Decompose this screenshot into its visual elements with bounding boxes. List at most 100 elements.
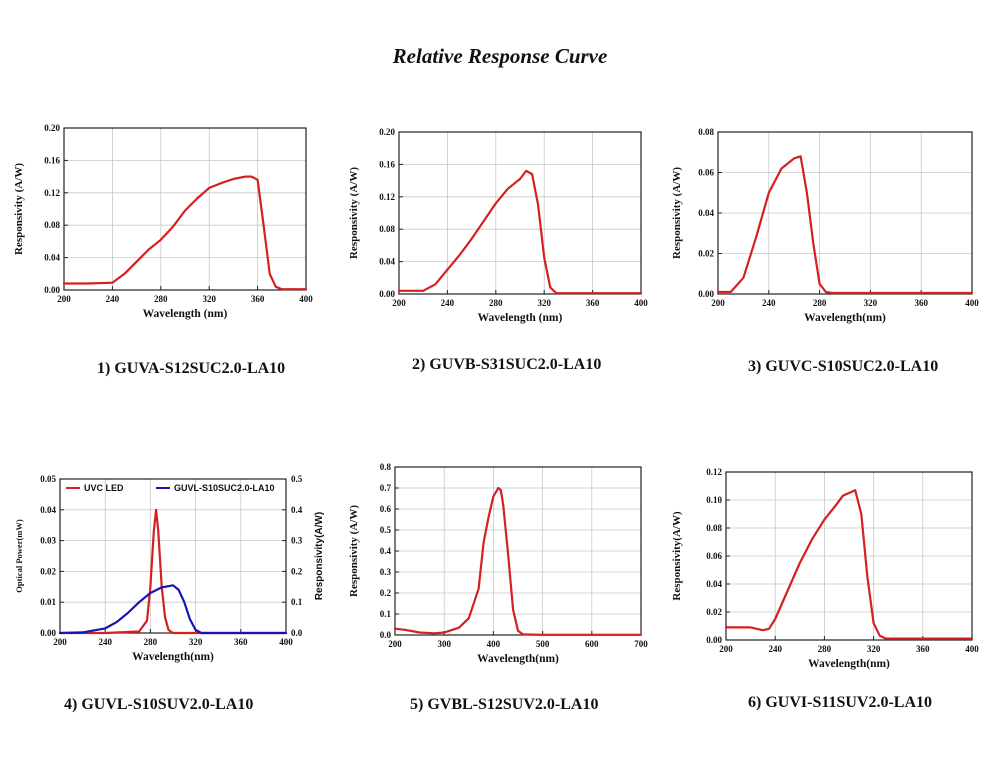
series-line-1 <box>397 169 643 295</box>
y-tick-label: 0.04 <box>698 208 714 218</box>
y-tick-label: 0.16 <box>379 159 395 169</box>
y-tick-label: 0.12 <box>706 467 722 477</box>
x-tick-label: 320 <box>202 294 216 304</box>
x-tick-label: 360 <box>234 637 248 647</box>
y-tick-label: 0.7 <box>380 483 392 493</box>
y-tick-label: 0.08 <box>698 127 714 137</box>
y-tick-label: 0.04 <box>379 257 395 267</box>
x-tick-label: 280 <box>813 298 827 308</box>
x-tick-label: 200 <box>392 298 406 308</box>
x-tick-label: 360 <box>586 298 600 308</box>
y-tick-label: 0.06 <box>698 168 714 178</box>
x-axis-label: Wavelength(nm) <box>804 312 886 324</box>
x-tick-label: 240 <box>441 298 455 308</box>
y-right-tick-label: 0.1 <box>291 597 303 607</box>
x-tick-label: 400 <box>487 639 501 649</box>
page-title: Relative Response Curve <box>392 44 608 68</box>
y-tick-label: 0.00 <box>706 635 722 645</box>
y-tick-label: 0.2 <box>380 588 392 598</box>
y-axis-right-label: Responsivity(A/W) <box>314 512 325 600</box>
y-tick-label: 0.6 <box>380 504 392 514</box>
y-right-tick-label: 0.5 <box>291 474 303 484</box>
x-tick-label: 360 <box>916 644 930 654</box>
y-tick-label: 0.01 <box>40 597 56 607</box>
x-tick-label: 360 <box>251 294 265 304</box>
x-tick-label: 320 <box>537 298 551 308</box>
y-tick-label: 0.00 <box>40 628 56 638</box>
y-tick-label: 0.04 <box>706 579 722 589</box>
chart-guvl: 200 240 280 320 360 400 0.00 0.01 0.02 0.03 0.04 0.… <box>14 474 325 663</box>
y-tick-label: 0.12 <box>44 188 60 198</box>
x-tick-label: 240 <box>98 637 112 647</box>
caption-guvc: 3) GUVC-S10SUC2.0-LA10 <box>748 358 939 375</box>
y-tick-label: 0.1 <box>380 609 392 619</box>
y-tick-label: 0.12 <box>379 192 395 202</box>
y-tick-label: 0.00 <box>698 289 714 299</box>
chart-guvi: 200 240 280 320 360 400 0.00 0.02 0.04 0.06 0.08 0.… <box>671 467 979 670</box>
y-tick-label: 0.08 <box>706 523 722 533</box>
series-line-1 <box>58 508 288 635</box>
x-tick-label: 240 <box>762 298 776 308</box>
y-tick-label: 0.02 <box>40 566 56 576</box>
y-tick-label: 0.00 <box>379 289 395 299</box>
x-tick-label: 200 <box>711 298 725 308</box>
x-tick-label: 320 <box>864 298 878 308</box>
x-axis-label: Wavelength(nm) <box>477 653 559 665</box>
y-right-tick-label: 0.4 <box>291 505 303 515</box>
caption-guvi: 6) GUVI-S11SUV2.0-LA10 <box>748 694 933 711</box>
legend-label-2: GUVL-S10SUC2.0-LA10 <box>174 483 275 493</box>
y-axis-label: Responsivity (A/W) <box>13 163 25 255</box>
y-axis-label: Responsivity(A/W) <box>671 511 683 601</box>
x-tick-label: 400 <box>965 644 979 654</box>
caption-guvl: 4) GUVL-S10SUV2.0-LA10 <box>64 696 254 713</box>
x-tick-label: 320 <box>189 637 203 647</box>
y-right-tick-label: 0.3 <box>291 536 303 546</box>
series-line-1 <box>393 486 643 636</box>
x-tick-label: 600 <box>585 639 599 649</box>
y-tick-label: 0.16 <box>44 155 60 165</box>
x-tick-label: 400 <box>279 637 293 647</box>
caption-guva: 1) GUVA-S12SUC2.0-LA10 <box>97 360 286 377</box>
y-right-tick-label: 0.0 <box>291 628 303 638</box>
y-axis-label: Optical Power(mW) <box>14 519 24 593</box>
y-tick-label: 0.5 <box>380 525 392 535</box>
x-tick-label: 280 <box>489 298 503 308</box>
y-tick-label: 0.3 <box>380 567 392 577</box>
x-tick-label: 400 <box>965 298 979 308</box>
y-tick-label: 0.05 <box>40 474 56 484</box>
y-tick-label: 0.04 <box>44 253 60 263</box>
y-right-tick-label: 0.2 <box>291 566 303 576</box>
y-tick-label: 0.00 <box>44 285 60 295</box>
y-tick-label: 0.20 <box>44 123 60 133</box>
legend-label-1: UVC LED <box>84 483 124 493</box>
y-tick-label: 0.20 <box>379 127 395 137</box>
series-line-2 <box>58 584 288 635</box>
x-tick-label: 500 <box>536 639 550 649</box>
x-tick-label: 200 <box>57 294 71 304</box>
x-tick-label: 240 <box>768 644 782 654</box>
y-tick-label: 0.04 <box>40 505 56 515</box>
x-tick-label: 400 <box>634 298 648 308</box>
y-tick-label: 0.06 <box>706 551 722 561</box>
x-axis-label: Wavelength (nm) <box>143 308 228 320</box>
x-tick-label: 360 <box>914 298 928 308</box>
series-line-1 <box>62 175 308 291</box>
y-tick-label: 0.10 <box>706 495 722 505</box>
chart-guvb: 200 240 280 320 360 400 0.00 0.04 0.08 0.12 0.16 0.… <box>348 127 648 324</box>
y-axis-label: Responsivity (A/W) <box>348 167 360 259</box>
y-axis-label: Responsivity (A/W) <box>671 167 683 259</box>
chart-gvbl: 200 300 400 500 600 700 0.0 0.1 0.2 0.3 0.4 0.5 0.6 0… <box>348 462 648 665</box>
x-axis-label: Wavelength(nm) <box>132 651 214 663</box>
x-axis-label: Wavelength(nm) <box>808 658 890 670</box>
plot-frame <box>398 131 642 295</box>
x-axis-label: Wavelength (nm) <box>478 312 563 324</box>
plot-frame <box>59 478 287 634</box>
y-tick-label: 0.4 <box>380 546 392 556</box>
plot-frame <box>63 127 307 291</box>
x-tick-label: 200 <box>388 639 402 649</box>
y-tick-label: 0.8 <box>380 462 392 472</box>
y-tick-label: 0.0 <box>380 630 392 640</box>
caption-gvbl: 5) GVBL-S12SUV2.0-LA10 <box>410 696 599 713</box>
y-tick-label: 0.08 <box>379 224 395 234</box>
chart-guva: 200 240 280 320 360 400 0.00 0.04 0.08 0.12 0.16 0.… <box>13 123 313 320</box>
